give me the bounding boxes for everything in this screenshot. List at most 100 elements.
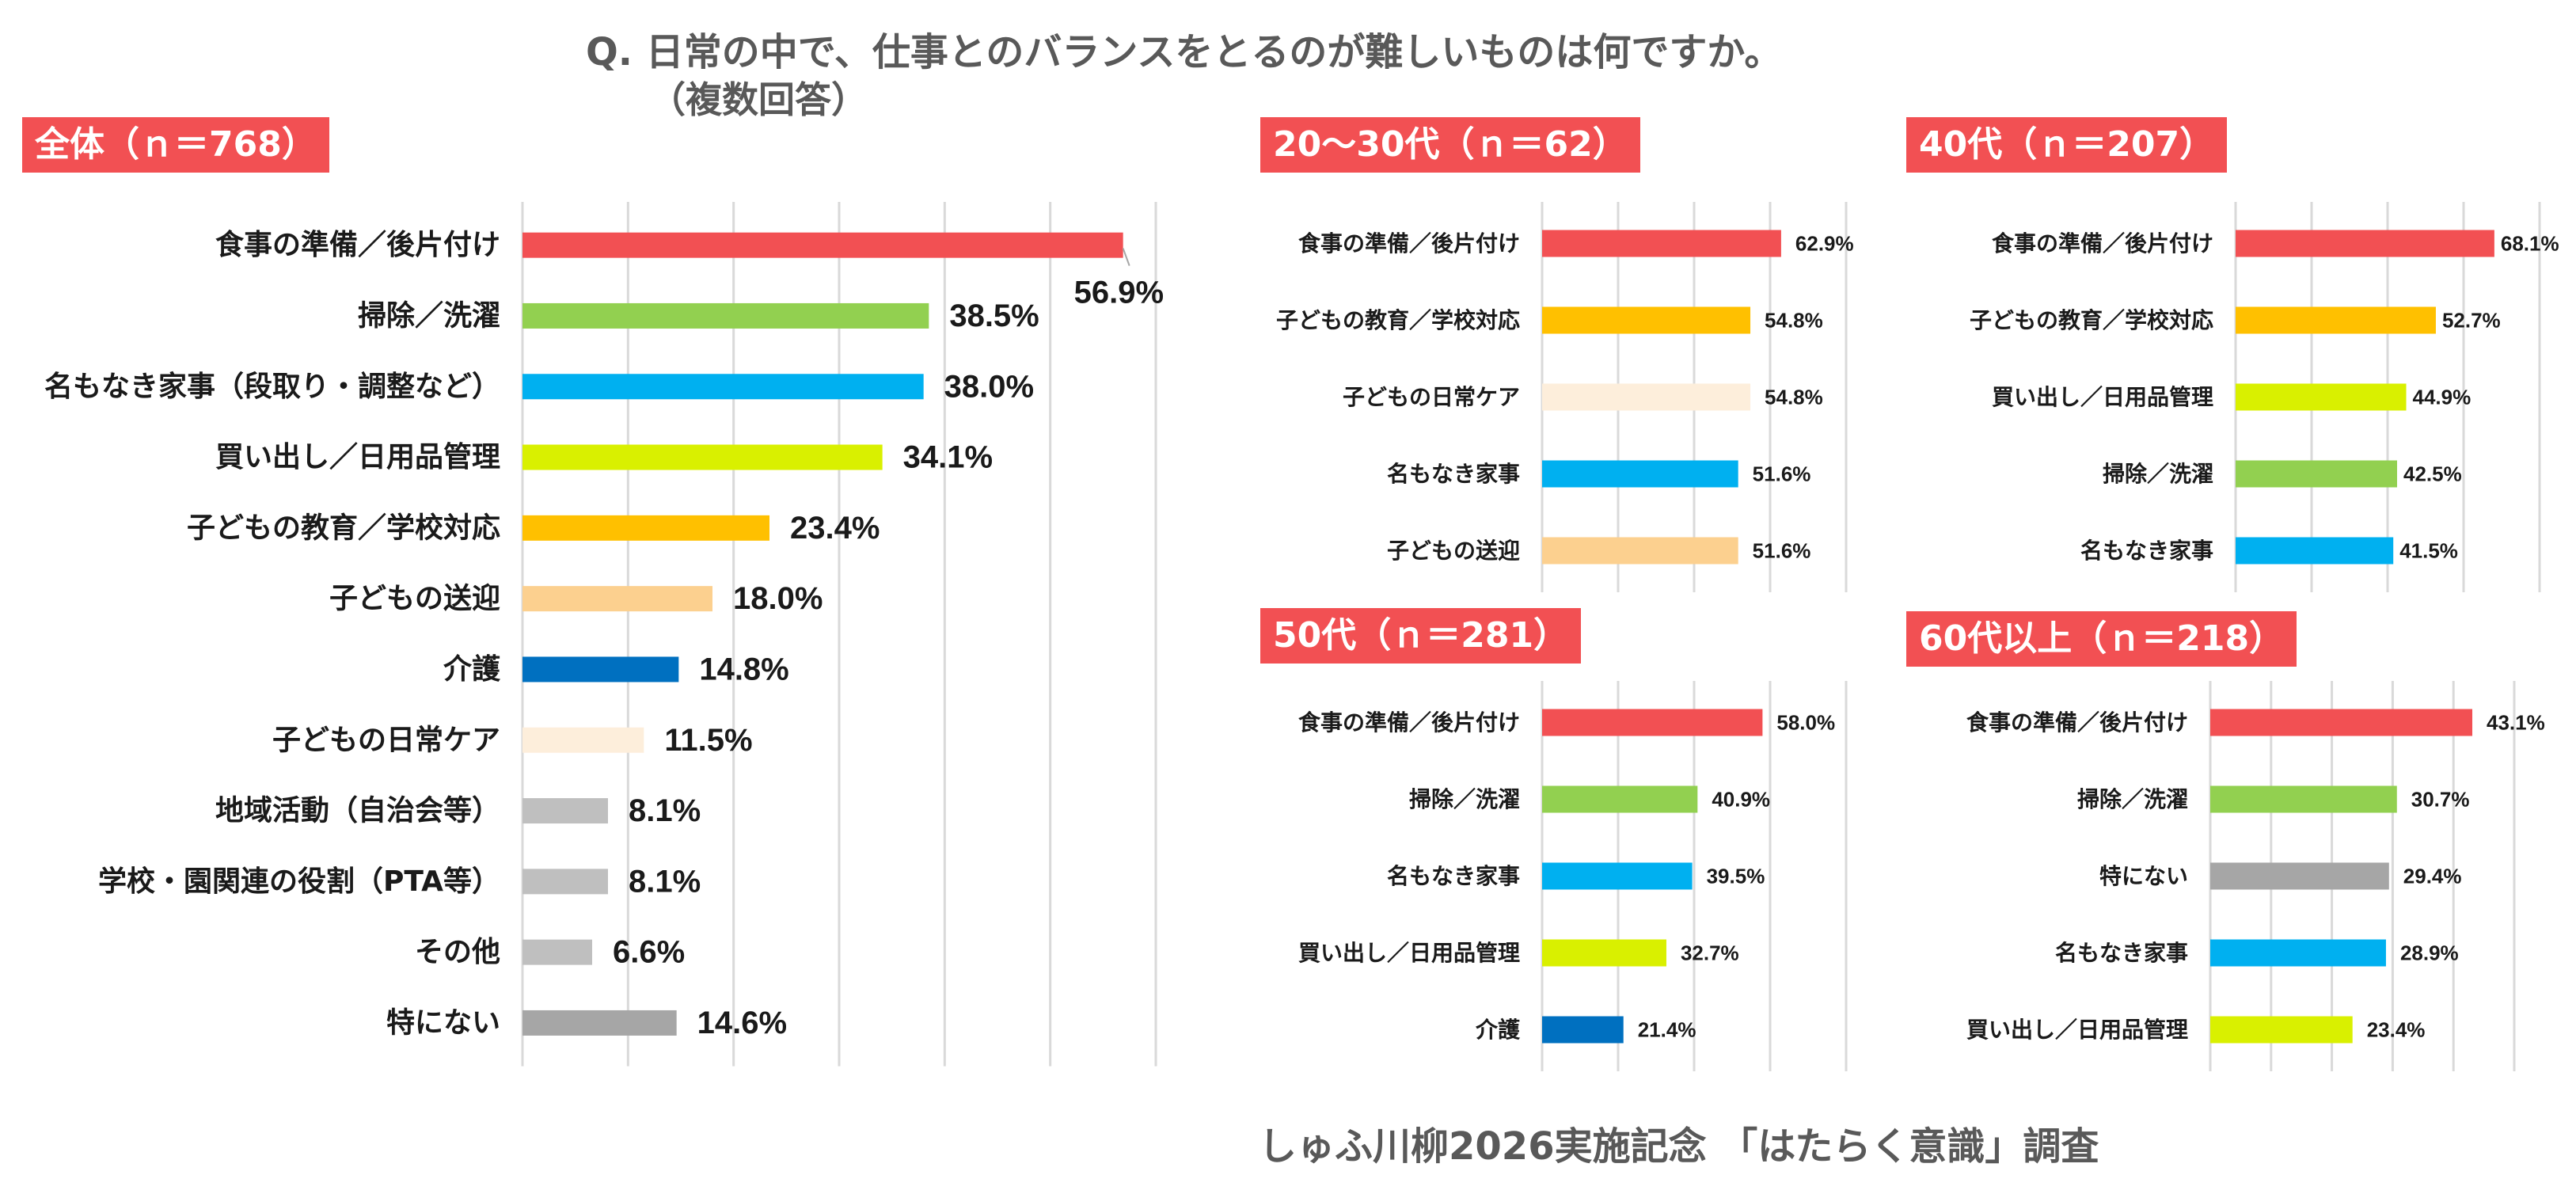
data-label: 30.7% [2411, 788, 2470, 812]
category-label: 買い出し／日用品管理 [1966, 1017, 2188, 1043]
bar-子どもの日常ケア [522, 727, 644, 753]
chart-title-all: 全体（ｎ＝768） [22, 117, 329, 173]
category-label: 特にない [386, 1006, 500, 1039]
category-label: その他 [415, 936, 500, 968]
data-label: 39.5% [1707, 865, 1765, 888]
category-label: 子どもの教育／学校対応 [1276, 307, 1520, 333]
data-label: 32.7% [1681, 941, 1739, 965]
bar-買い出し／日用品管理 [2210, 1016, 2353, 1044]
bar-名もなき家事 [1542, 862, 1693, 890]
bar-買い出し／日用品管理 [1542, 939, 1666, 967]
data-label: 38.0% [944, 369, 1034, 404]
bar-介護 [1542, 1016, 1624, 1044]
category-label: 掃除／洗濯 [1409, 786, 1520, 812]
chart-title-50s: 50代（ｎ＝281） [1260, 608, 1582, 664]
data-label: 21.4% [1638, 1018, 1696, 1042]
category-label: 掃除／洗濯 [2103, 461, 2213, 487]
bar-子どもの教育／学校対応 [522, 515, 769, 541]
data-label: 43.1% [2487, 711, 2545, 735]
category-label: 食事の準備／後片付け [1966, 709, 2188, 736]
data-label: 40.9% [1712, 788, 1770, 812]
bar-掃除／洗濯 [522, 302, 929, 329]
data-label: 34.1% [903, 440, 993, 475]
data-label: 29.4% [2403, 865, 2462, 888]
category-label: 買い出し／日用品管理 [215, 441, 500, 473]
category-label: 子どもの送迎 [1387, 538, 1520, 564]
data-label: 11.5% [664, 723, 752, 758]
category-label: 介護 [443, 653, 501, 686]
chart-40s: 食事の準備／後片付け 68.1% 子どもの教育／学校対応 52.7% 買い出し／日用品管… [1970, 202, 2559, 592]
data-label: 38.5% [949, 298, 1039, 333]
question-note: （複数回答） [649, 78, 868, 121]
chart-title-40s: 40代（ｎ＝207） [1906, 117, 2228, 173]
bar-地域活動（自治会等） [522, 798, 608, 824]
category-label: 子どもの日常ケア [1343, 384, 1520, 410]
data-label: 51.6% [1753, 462, 1811, 486]
bar-その他 [522, 939, 592, 965]
bar-子どもの日常ケア [1542, 383, 1751, 411]
bar-介護 [522, 656, 679, 683]
data-label: 62.9% [1795, 232, 1854, 256]
chart-all: 食事の準備／後片付け 56.9% 掃除／洗濯 38.5% 名もなき家事（段取り・調整など… [44, 202, 1164, 1067]
category-label: 食事の準備／後片付け [215, 229, 500, 261]
data-label: 54.8% [1765, 386, 1823, 409]
category-label: 食事の準備／後片付け [1992, 230, 2213, 257]
data-label: 51.6% [1753, 539, 1811, 563]
data-label: 8.1% [629, 793, 701, 828]
data-label: 56.9% [1074, 276, 1164, 310]
data-label: 54.8% [1765, 309, 1823, 333]
category-label: 子どもの教育／学校対応 [187, 511, 500, 544]
category-label: 食事の準備／後片付け [1298, 709, 1520, 736]
category-label: 介護 [1475, 1017, 1521, 1043]
bar-食事の準備／後片付け [2236, 230, 2494, 257]
bar-特にない [2210, 862, 2389, 890]
category-label: 買い出し／日用品管理 [1298, 940, 1520, 966]
bar-掃除／洗濯 [1542, 785, 1698, 813]
category-label: 名もなき家事 [2055, 940, 2188, 966]
category-label: 地域活動（自治会等） [215, 795, 500, 827]
bar-子どもの送迎 [1542, 537, 1738, 565]
chart-50s: 食事の準備／後片付け 58.0% 掃除／洗濯 40.9% 名もなき家事 39.5% 買い出し… [1298, 681, 1848, 1071]
bar-掃除／洗濯 [2210, 785, 2397, 813]
data-label: 42.5% [2403, 462, 2462, 486]
chart-title-60s-plus: 60代以上（ｎ＝218） [1906, 611, 2297, 667]
data-label: 8.1% [629, 864, 701, 899]
category-label: 名もなき家事（段取り・調整など） [44, 371, 500, 403]
bar-名もなき家事 [2210, 939, 2386, 967]
bar-名もなき家事（段取り・調整など） [522, 374, 924, 400]
chart-title-20-30s: 20～30代（ｎ＝62） [1260, 117, 1640, 173]
bar-子どもの教育／学校対応 [1542, 306, 1751, 334]
data-label: 58.0% [1776, 711, 1835, 735]
data-label: 41.5% [2399, 539, 2458, 563]
category-label: 掃除／洗濯 [358, 299, 500, 332]
bar-子どもの教育／学校対応 [2236, 306, 2436, 334]
bar-特にない [522, 1010, 677, 1036]
bar-名もなき家事 [1542, 460, 1738, 488]
data-label: 68.1% [2501, 232, 2559, 256]
category-label: 子どもの送迎 [329, 583, 500, 615]
bar-買い出し／日用品管理 [522, 444, 883, 470]
chart-20-30s: 食事の準備／後片付け 62.9% 子どもの教育／学校対応 54.8% 子どもの日常ケア 5… [1276, 202, 1854, 592]
bar-買い出し／日用品管理 [2236, 383, 2407, 411]
data-label: 44.9% [2413, 386, 2472, 409]
bar-子どもの送迎 [522, 586, 712, 612]
survey-footer: しゅふ川柳2026実施記念 「はたらく意識」調査 [1259, 1124, 2099, 1169]
data-label: 6.6% [613, 935, 685, 970]
category-label: 学校・園関連の役割（PTA等） [98, 865, 500, 898]
category-label: 掃除／洗濯 [2077, 786, 2188, 812]
bar-食事の準備／後片付け [1542, 709, 1763, 736]
bar-名もなき家事 [2236, 537, 2394, 565]
category-label: 子どもの教育／学校対応 [1970, 307, 2213, 333]
bar-掃除／洗濯 [2236, 460, 2397, 488]
data-label: 14.6% [697, 1006, 787, 1040]
data-label: 23.4% [2367, 1018, 2426, 1042]
bar-食事の準備／後片付け [522, 232, 1123, 258]
data-label: 14.8% [699, 652, 788, 686]
bar-食事の準備／後片付け [2210, 709, 2473, 736]
data-label: 52.7% [2442, 309, 2501, 333]
data-label: 23.4% [790, 511, 880, 546]
bar-学校・園関連の役割（PTA等） [522, 869, 608, 895]
category-label: 名もなき家事 [2080, 538, 2213, 564]
question-title: Q. 日常の中で、仕事とのバランスをとるのが難しいものは何ですか。 [586, 30, 1783, 74]
bar-食事の準備／後片付け [1542, 230, 1781, 257]
